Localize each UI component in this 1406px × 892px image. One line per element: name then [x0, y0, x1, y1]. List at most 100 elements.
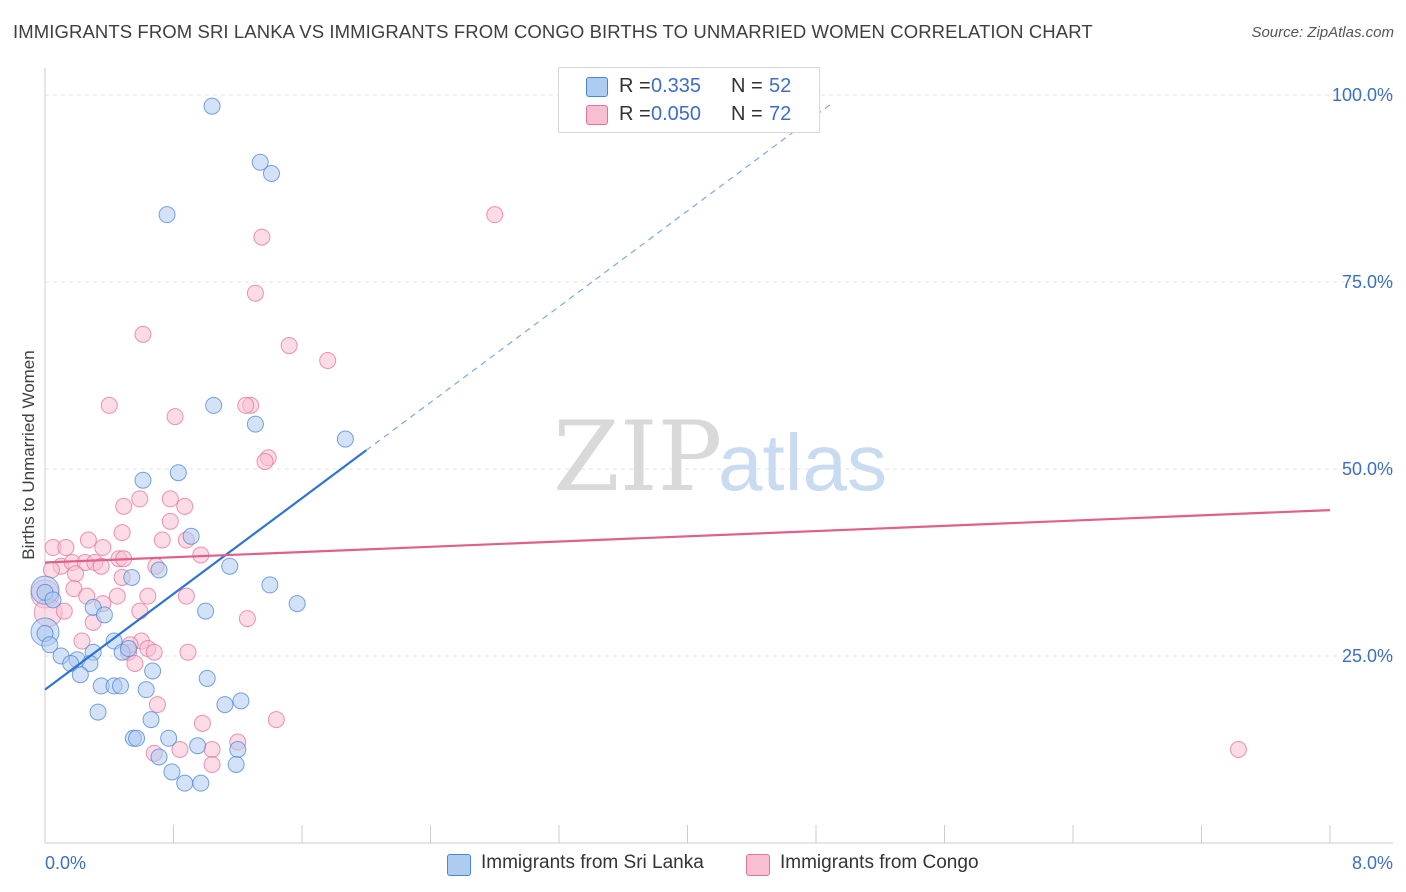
data-point	[221, 557, 239, 575]
data-point	[161, 490, 179, 508]
data-point	[148, 696, 166, 714]
data-point	[280, 337, 298, 355]
y-tick-label: 25.0%	[1342, 646, 1393, 666]
x-tick-label: 8.0%	[1352, 853, 1393, 873]
legend-swatch-congo	[586, 105, 608, 125]
data-point	[246, 415, 264, 433]
data-point	[108, 587, 126, 605]
data-point	[182, 527, 200, 545]
legend-row-sri-lanka: R = 0.335 N = 52	[559, 73, 819, 101]
data-point	[267, 711, 285, 729]
trend-line-sri-lanka-extension	[365, 102, 833, 451]
data-point	[92, 557, 110, 575]
legend-n-value: 52	[769, 75, 792, 97]
data-point	[251, 153, 269, 171]
data-point	[153, 531, 171, 549]
data-point	[161, 512, 179, 530]
grid-lines	[45, 94, 1393, 657]
legend-n-value: 72	[769, 103, 792, 125]
data-point	[262, 165, 280, 183]
data-point	[261, 576, 279, 594]
axes	[44, 68, 1393, 844]
data-point	[176, 774, 194, 792]
data-point	[336, 430, 354, 448]
series-legend: Immigrants from Sri Lanka Immigrants fro…	[0, 850, 1406, 880]
data-point	[44, 591, 62, 609]
data-point	[113, 524, 131, 542]
data-point	[203, 740, 221, 758]
y-tick-label: 100.0%	[1332, 85, 1393, 105]
data-point	[198, 669, 216, 687]
data-point	[158, 206, 176, 224]
data-point	[128, 729, 146, 747]
legend-label-congo: Immigrants from Congo	[780, 852, 979, 873]
legend-r-label: R =	[619, 103, 651, 125]
data-point	[145, 643, 163, 661]
watermark-atlas: atlas	[718, 418, 887, 507]
data-point	[57, 539, 75, 557]
legend-n-label: N =	[731, 75, 763, 97]
data-point	[246, 284, 264, 302]
data-point	[205, 396, 223, 414]
data-point	[134, 325, 152, 343]
data-point	[41, 636, 59, 654]
data-point	[120, 640, 138, 658]
data-point	[137, 681, 155, 699]
y-tick-label: 75.0%	[1342, 272, 1393, 292]
data-point	[55, 602, 73, 620]
data-point	[189, 737, 207, 755]
data-point	[256, 453, 274, 470]
data-point	[144, 662, 162, 680]
data-point	[150, 561, 168, 579]
data-point	[131, 490, 149, 508]
legend-swatch-sri-lanka	[586, 77, 608, 97]
data-point	[229, 740, 247, 758]
data-point	[100, 396, 118, 414]
data-point	[163, 763, 181, 781]
chart-title: IMMIGRANTS FROM SRI LANKA VS IMMIGRANTS …	[13, 21, 1093, 42]
data-point	[486, 206, 504, 224]
legend-r-value: 0.335	[651, 75, 702, 97]
data-point	[197, 602, 215, 620]
data-point	[67, 565, 85, 583]
data-point	[237, 396, 255, 414]
data-point	[150, 748, 168, 766]
legend-n-label: N =	[731, 103, 763, 125]
x-tick-label: 0.0%	[45, 853, 86, 873]
legend-r-label: R =	[619, 75, 651, 97]
data-point	[160, 729, 178, 747]
data-point	[111, 677, 129, 695]
data-point	[193, 714, 211, 732]
data-point	[203, 97, 221, 115]
watermark-zip: ZIP	[553, 401, 722, 513]
legend-label-sri-lanka: Immigrants from Sri Lanka	[481, 852, 704, 873]
data-point	[126, 654, 144, 672]
data-point	[227, 755, 245, 773]
data-point	[65, 580, 83, 598]
data-point	[177, 587, 195, 605]
data-point	[216, 696, 234, 714]
data-point	[73, 632, 91, 650]
data-point	[89, 703, 107, 721]
trend-line-congo	[44, 509, 1331, 564]
data-point	[192, 774, 210, 792]
legend-swatch-sri-lanka	[447, 854, 471, 876]
data-point	[131, 602, 149, 620]
data-point	[139, 587, 157, 605]
y-axis-title: Births to Unmarried Women	[19, 350, 38, 559]
data-point	[288, 595, 306, 613]
data-point	[253, 228, 271, 246]
data-point	[319, 352, 337, 370]
data-point	[171, 740, 189, 758]
data-point	[166, 408, 184, 426]
watermark: ZIP atlas	[553, 401, 887, 513]
tick-labels: 25.0% 50.0% 75.0% 100.0% 0.0% 8.0%	[45, 85, 1393, 873]
data-point	[134, 471, 152, 489]
trend-line-sri-lanka	[44, 449, 367, 691]
sri-lanka-points	[30, 97, 354, 792]
data-point	[71, 666, 89, 684]
data-point	[238, 610, 256, 628]
data-point	[203, 755, 221, 773]
data-point	[42, 561, 60, 579]
